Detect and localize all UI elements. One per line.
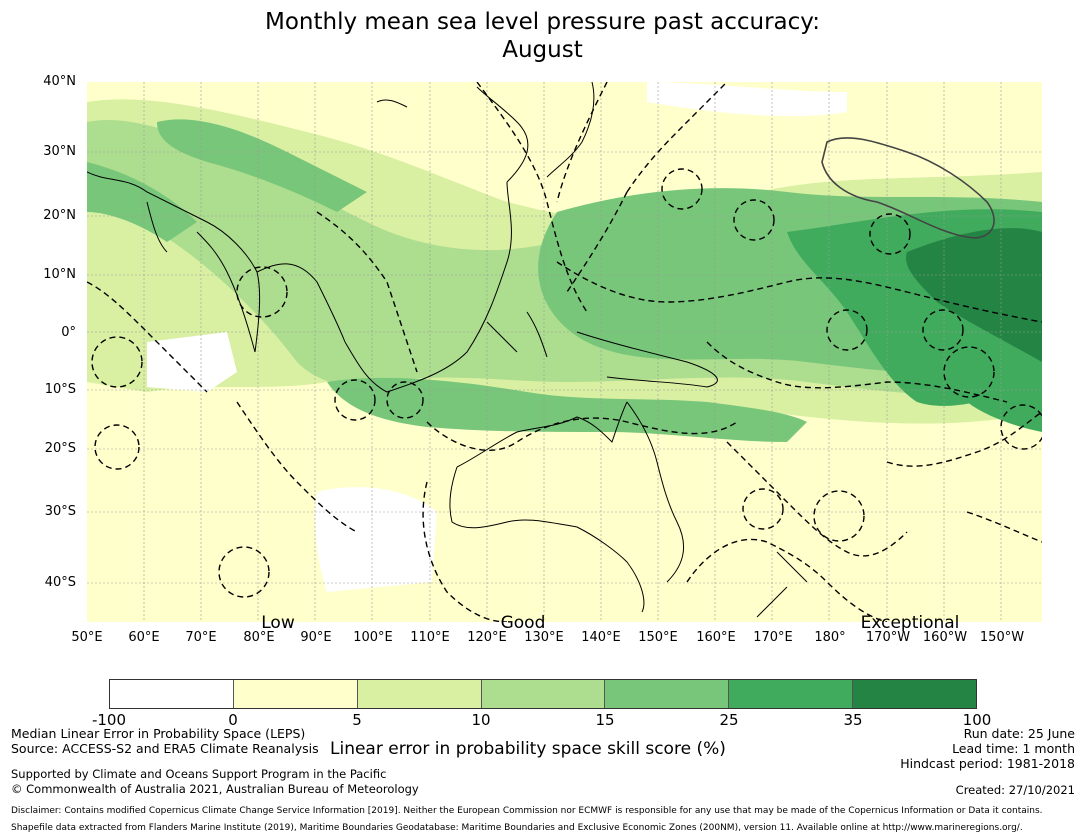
- colorbar-tick: 25: [719, 711, 739, 729]
- disclaimer-shapefile: Shapefile data extracted from Flanders M…: [11, 823, 1023, 833]
- lon-label: 120°E: [467, 630, 507, 645]
- colorbar-tick: 100: [962, 711, 992, 729]
- hindcast-period: Hindcast period: 1981-2018: [900, 756, 1075, 771]
- map-svg: [87, 82, 1042, 622]
- skill-map: [87, 82, 1042, 622]
- graticule: [87, 82, 1042, 622]
- lead-time: Lead time: 1 month: [952, 741, 1075, 756]
- skill-fields: [87, 82, 1042, 592]
- category-low: Low: [261, 613, 295, 633]
- lon-label: 50°E: [71, 630, 103, 645]
- title-line1: Monthly mean sea level pressure past acc…: [265, 9, 820, 35]
- lon-label: 150°E: [638, 630, 678, 645]
- eez-boundaries: [87, 82, 1042, 622]
- lon-label: 60°E: [128, 630, 160, 645]
- lon-label: 180°: [814, 630, 846, 645]
- lon-label: 170°E: [753, 630, 793, 645]
- lon-label: 90°E: [300, 630, 332, 645]
- title-line2: August: [502, 37, 583, 63]
- colorbar-swatch: [481, 680, 606, 708]
- lon-label: 170°W: [865, 630, 911, 645]
- colorbar-label: Linear error in probability space skill …: [330, 739, 726, 759]
- map-title: Monthly mean sea level pressure past acc…: [0, 8, 1085, 64]
- coastlines: [87, 82, 808, 618]
- colorbar-tick: 0: [228, 711, 238, 729]
- lon-label: 140°E: [581, 630, 621, 645]
- lat-label: 10°S: [44, 382, 76, 397]
- colorbar-swatch: [605, 680, 730, 708]
- colorbar-tick: 35: [843, 711, 863, 729]
- lon-label: 160°W: [922, 630, 968, 645]
- support-note: Supported by Climate and Oceans Support …: [11, 767, 387, 781]
- category-good: Good: [500, 613, 546, 633]
- colorbar-swatch: [233, 680, 358, 708]
- run-date: Run date: 25 June: [963, 726, 1075, 741]
- lon-label: 110°E: [410, 630, 450, 645]
- lon-label: 130°E: [524, 630, 564, 645]
- lat-label: 30°S: [44, 504, 76, 519]
- lon-label: 80°E: [243, 630, 275, 645]
- lat-label: 40°S: [44, 575, 76, 590]
- highlight-outline: [821, 137, 995, 239]
- lat-label: 0°: [61, 325, 76, 340]
- lon-label: 70°E: [185, 630, 217, 645]
- lat-label: 30°N: [43, 144, 76, 159]
- created-date: Created: 27/10/2021: [955, 783, 1075, 797]
- lat-label: 20°N: [43, 208, 76, 223]
- colorbar-swatch: [853, 680, 977, 708]
- source-note: Source: ACCESS-S2 and ERA5 Climate Reana…: [11, 741, 319, 756]
- lat-label: 20°S: [44, 441, 76, 456]
- copyright-note: © Commonwealth of Australia 2021, Austra…: [11, 782, 419, 796]
- disclaimer-copernicus: Disclaimer: Contains modified Copernicus…: [11, 806, 1043, 816]
- colorbar-swatch: [357, 680, 482, 708]
- colorbar-tick: 15: [595, 711, 615, 729]
- lon-label: 160°E: [696, 630, 736, 645]
- lon-label: 100°E: [353, 630, 393, 645]
- colorbar-tick: -100: [91, 711, 127, 729]
- colorbar: [109, 679, 977, 709]
- lat-label: 10°N: [43, 267, 76, 282]
- colorbar-tick: 10: [471, 711, 491, 729]
- colorbar-swatch: [110, 680, 234, 708]
- colorbar-swatch: [729, 680, 854, 708]
- category-exceptional: Exceptional: [860, 613, 960, 633]
- leps-note: Median Linear Error in Probability Space…: [11, 726, 306, 741]
- lon-label: 150°W: [979, 630, 1025, 645]
- lat-label: 40°N: [43, 74, 76, 89]
- colorbar-tick: 5: [352, 711, 362, 729]
